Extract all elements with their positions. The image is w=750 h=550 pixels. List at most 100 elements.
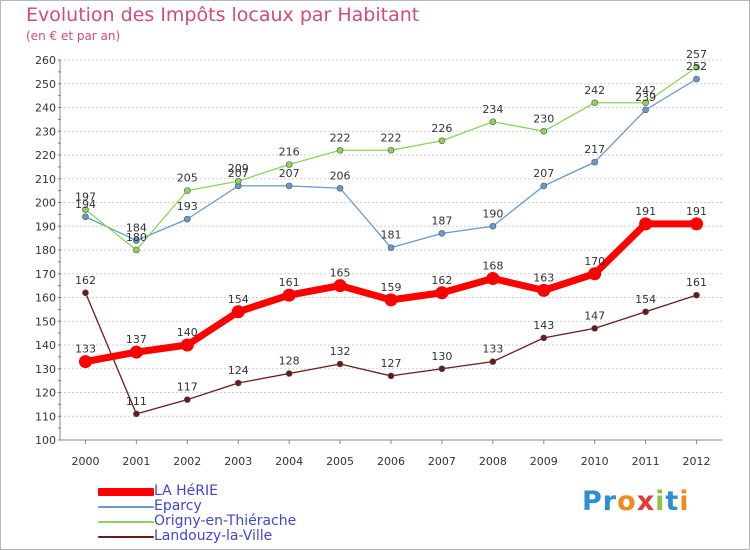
data-label: 117 xyxy=(177,381,198,394)
data-point xyxy=(133,410,140,418)
x-tick-label: 2004 xyxy=(275,455,303,468)
data-point xyxy=(591,158,598,166)
data-label: 216 xyxy=(279,146,300,159)
x-tick-label: 2008 xyxy=(479,455,507,468)
data-point xyxy=(540,127,548,135)
data-point xyxy=(438,365,446,373)
legend-label: Landouzy-la-Ville xyxy=(154,528,273,544)
data-label: 133 xyxy=(75,343,96,356)
data-point xyxy=(184,187,191,194)
data-label: 191 xyxy=(686,205,707,218)
y-tick-label: 150 xyxy=(35,315,56,328)
y-tick-label: 170 xyxy=(35,268,56,281)
data-label: 239 xyxy=(635,91,656,104)
y-tick-label: 110 xyxy=(35,410,56,423)
data-point xyxy=(642,99,649,107)
x-tick-label: 2007 xyxy=(428,455,456,468)
data-point xyxy=(336,360,344,368)
y-tick-label: 190 xyxy=(35,220,56,233)
y-tick-label: 260 xyxy=(35,54,56,67)
x-tick-label: 2003 xyxy=(224,455,252,468)
data-label: 226 xyxy=(431,122,452,135)
data-label: 147 xyxy=(584,309,605,322)
data-label: 132 xyxy=(330,345,351,358)
y-tick-label: 120 xyxy=(35,387,56,400)
logo-letter: i xyxy=(655,486,666,517)
data-point xyxy=(387,372,395,380)
x-tick-label: 2006 xyxy=(377,455,405,468)
logo-letter: i xyxy=(679,486,690,517)
data-point xyxy=(285,370,293,377)
data-point xyxy=(591,325,598,332)
legend-label: Eparcy xyxy=(154,498,202,514)
data-label: 162 xyxy=(431,274,452,287)
data-point xyxy=(588,267,602,281)
data-point xyxy=(693,63,700,71)
data-label: 207 xyxy=(533,167,554,180)
data-point xyxy=(133,237,140,244)
data-label: 111 xyxy=(126,395,147,408)
data-point xyxy=(333,279,347,293)
data-label: 207 xyxy=(279,167,300,180)
data-point xyxy=(133,246,140,254)
logo-letter: t xyxy=(665,486,680,517)
y-tick-label: 160 xyxy=(35,292,56,305)
data-point xyxy=(693,75,700,83)
data-label: 162 xyxy=(75,274,96,287)
data-label: 184 xyxy=(126,222,147,235)
data-point xyxy=(384,293,398,307)
legend-swatch xyxy=(98,505,154,508)
data-label: 168 xyxy=(482,260,503,273)
data-point xyxy=(82,213,89,221)
y-tick-label: 250 xyxy=(35,78,56,91)
x-tick-label: 2001 xyxy=(122,455,150,468)
data-label: 165 xyxy=(330,267,351,280)
data-point xyxy=(336,184,344,192)
data-label: 206 xyxy=(330,169,351,182)
data-label: 128 xyxy=(279,355,300,368)
data-point xyxy=(387,244,395,251)
data-point xyxy=(231,305,245,319)
data-point xyxy=(435,286,449,300)
x-tick-label: 2002 xyxy=(173,455,201,468)
data-point xyxy=(184,396,191,403)
logo-letter: r xyxy=(602,486,618,517)
data-label: 217 xyxy=(584,143,605,156)
data-point xyxy=(285,182,293,190)
logo-letter: o xyxy=(617,486,637,517)
data-label: 257 xyxy=(686,48,707,61)
legend-swatch xyxy=(98,520,154,523)
y-tick-label: 240 xyxy=(35,102,56,115)
proxiti-logo: Proxiti xyxy=(582,486,690,517)
data-point xyxy=(82,206,89,213)
logo-letter: x xyxy=(636,486,656,517)
data-label: 137 xyxy=(126,333,147,346)
data-label: 181 xyxy=(381,229,402,242)
data-label: 133 xyxy=(482,343,503,356)
data-label: 194 xyxy=(75,198,96,211)
data-label: 130 xyxy=(431,350,452,363)
data-label: 242 xyxy=(584,84,605,97)
data-label: 127 xyxy=(381,357,402,370)
data-point xyxy=(642,106,649,114)
data-point xyxy=(690,217,704,231)
x-tick-label: 2010 xyxy=(581,455,609,468)
data-label: 161 xyxy=(279,276,300,289)
y-tick-label: 220 xyxy=(35,149,56,162)
data-label: 207 xyxy=(228,167,249,180)
data-label: 180 xyxy=(126,231,147,244)
data-label: 187 xyxy=(431,214,452,227)
data-label: 205 xyxy=(177,172,198,185)
y-tick-label: 130 xyxy=(35,363,56,376)
data-point xyxy=(129,345,143,359)
legend-swatch xyxy=(98,535,154,538)
x-tick-label: 2000 xyxy=(71,455,99,468)
data-label: 242 xyxy=(635,84,656,97)
data-point xyxy=(184,215,191,223)
data-point xyxy=(180,338,194,352)
data-point xyxy=(693,291,700,299)
x-tick-label: 2012 xyxy=(683,455,711,468)
data-point xyxy=(489,222,497,230)
data-point xyxy=(489,358,497,365)
data-point xyxy=(78,355,92,369)
